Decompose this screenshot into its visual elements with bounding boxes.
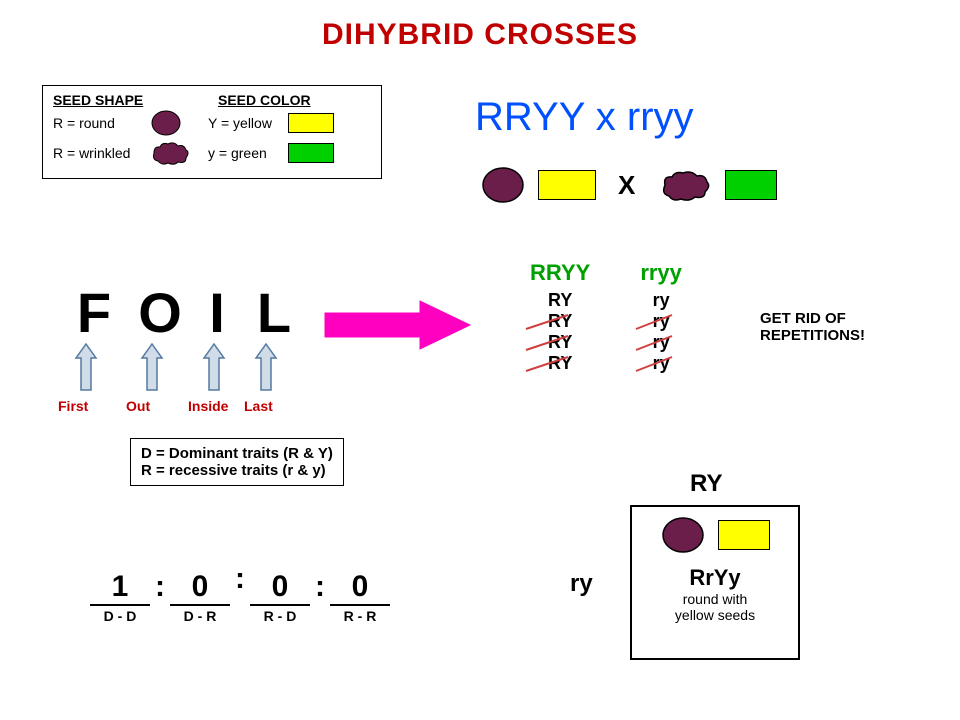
punnett-yellow-rect bbox=[718, 520, 770, 550]
punnett-pheno-2: yellow seeds bbox=[632, 607, 798, 623]
foil-last: Last bbox=[244, 398, 273, 414]
key-shape-header: SEED SHAPE bbox=[53, 92, 218, 108]
foil-f: F bbox=[70, 280, 118, 345]
gamete-ry2-4: ry bbox=[640, 353, 682, 374]
foil-arrows bbox=[62, 340, 342, 396]
repetitions-note: GET RID OF REPETITIONS! bbox=[760, 310, 865, 344]
foil-l: L bbox=[250, 280, 298, 345]
gamete-header-1: RRYY bbox=[530, 260, 590, 286]
punnett-row-label: ry bbox=[570, 570, 593, 598]
ratio-n1: 1 bbox=[90, 570, 150, 604]
note-line2: REPETITIONS! bbox=[760, 327, 865, 344]
p2-green-rect bbox=[725, 170, 777, 200]
green-swatch bbox=[288, 143, 334, 163]
pink-arrow-icon bbox=[320, 295, 480, 355]
punnett-round-icon bbox=[660, 515, 706, 555]
ratio-l2: D - R bbox=[170, 604, 230, 624]
ratio-colon-3: : bbox=[310, 570, 330, 604]
ratio-l1: D - D bbox=[90, 604, 150, 624]
ratio-colon-2: : bbox=[230, 562, 250, 596]
ratio-n4: 0 bbox=[330, 570, 390, 604]
cross-x-label: X bbox=[618, 170, 635, 201]
punnett-cell: RrYy round with yellow seeds bbox=[630, 505, 800, 660]
gamete-ry-3: RY bbox=[530, 332, 590, 353]
foil-i: I bbox=[202, 280, 232, 345]
gamete-ry-4: RY bbox=[530, 353, 590, 374]
key-round-label: R = round bbox=[53, 115, 148, 131]
ratio-n3: 0 bbox=[250, 570, 310, 604]
key-box: SEED SHAPE SEED COLOR R = round Y = yell… bbox=[42, 85, 382, 179]
p1-yellow-rect bbox=[538, 170, 596, 200]
parent-phenotypes: X bbox=[480, 165, 777, 205]
yellow-swatch bbox=[288, 113, 334, 133]
wrinkled-seed-icon bbox=[148, 138, 208, 168]
traits-line2: R = recessive traits (r & y) bbox=[141, 462, 333, 479]
foil-inside: Inside bbox=[188, 398, 244, 414]
gamete-ry-2: RY bbox=[530, 311, 590, 332]
foil-out: Out bbox=[126, 398, 188, 414]
punnett-pheno-1: round with bbox=[632, 591, 798, 607]
cross-genotype: RRYY x rryy bbox=[475, 95, 694, 140]
p1-round-icon bbox=[480, 165, 526, 205]
punnett-col-label: RY bbox=[690, 470, 722, 498]
gamete-ry2-2: ry bbox=[640, 311, 682, 332]
key-green-label: y = green bbox=[208, 145, 288, 161]
page-title: DIHYBRID CROSSES bbox=[0, 18, 960, 52]
foil-first: First bbox=[58, 398, 126, 414]
gamete-ry2-1: ry bbox=[640, 290, 682, 311]
traits-line1: D = Dominant traits (R & Y) bbox=[141, 445, 333, 462]
gamete-ry2-3: ry bbox=[640, 332, 682, 353]
foil-o: O bbox=[136, 280, 184, 345]
key-color-header: SEED COLOR bbox=[218, 92, 311, 108]
ratio-block: 1 D - D : 0 D - R : 0 R - D : 0 R - R bbox=[90, 570, 390, 624]
ratio-n2: 0 bbox=[170, 570, 230, 604]
ratio-l3: R - D bbox=[250, 604, 310, 624]
key-yellow-label: Y = yellow bbox=[208, 115, 288, 131]
key-wrinkled-label: R = wrinkled bbox=[53, 145, 148, 161]
gametes-block: RRYY RY RY RY RY rryy ry ry bbox=[530, 260, 682, 374]
p2-wrinkled-icon bbox=[657, 166, 713, 204]
round-seed-icon bbox=[148, 108, 208, 138]
gamete-header-2: rryy bbox=[640, 260, 682, 286]
traits-box: D = Dominant traits (R & Y) R = recessiv… bbox=[130, 438, 344, 486]
ratio-l4: R - R bbox=[330, 604, 390, 624]
foil-block: F O I L bbox=[70, 280, 298, 345]
note-line1: GET RID OF bbox=[760, 310, 865, 327]
punnett-genotype: RrYy bbox=[632, 565, 798, 591]
foil-words: First Out Inside Last bbox=[58, 398, 273, 414]
ratio-colon-1: : bbox=[150, 570, 170, 604]
gamete-ry-1: RY bbox=[530, 290, 590, 311]
